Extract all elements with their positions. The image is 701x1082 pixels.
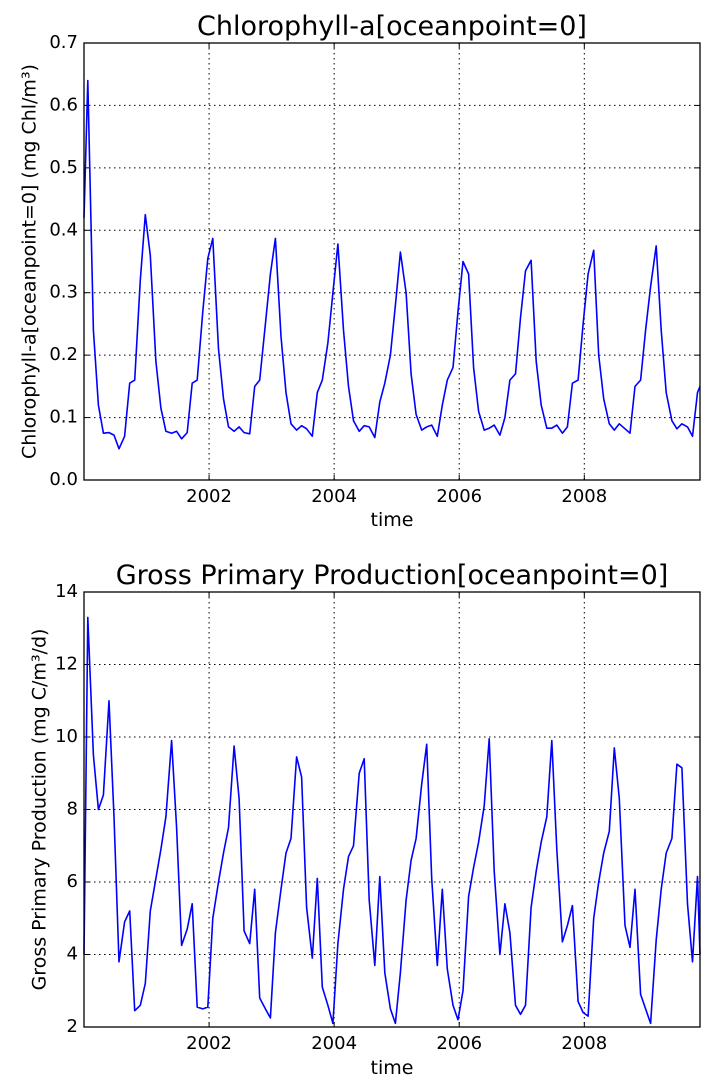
gpp-y-tick-label: 4	[67, 944, 78, 965]
gpp-plot-frame	[83, 591, 701, 1028]
chlorophyll-y-tick-label: 0.1	[49, 407, 78, 428]
gpp-data-line	[83, 616, 701, 1025]
gpp-y-tick-label: 6	[67, 871, 78, 892]
gpp-y-tick-label: 8	[67, 799, 78, 820]
gpp-ticks: 2 4 6 8 10 12 14 2002 2004 2006 2008	[55, 581, 700, 1054]
chlorophyll-chart-panel: Chlorophyll-a[oceanpoint=0] time Chlorop…	[19, 11, 701, 531]
gpp-x-tick-label: 2004	[311, 1033, 357, 1054]
chlorophyll-y-tick-label: 0.0	[49, 469, 78, 490]
gpp-x-tick-label: 2002	[186, 1033, 232, 1054]
gpp-y-axis-label: Gross Primary Production (mg C/m³/d)	[29, 629, 51, 991]
chlorophyll-y-tick-label: 0.5	[49, 157, 78, 178]
chlorophyll-x-tick-label: 2002	[186, 486, 232, 507]
gpp-y-tick-label: 12	[55, 654, 78, 675]
chlorophyll-x-tick-label: 2004	[311, 486, 357, 507]
gpp-y-tick-label: 2	[67, 1016, 78, 1037]
chlorophyll-y-axis-label: Chlorophyll-a[oceanpoint=0] (mg Chl/m³)	[19, 64, 41, 459]
chlorophyll-chart-title: Chlorophyll-a[oceanpoint=0]	[197, 11, 587, 42]
chlorophyll-y-tick-label: 0.7	[49, 32, 78, 53]
gpp-chart-title: Gross Primary Production[oceanpoint=0]	[116, 560, 669, 591]
gpp-y-tick-label: 10	[55, 726, 78, 747]
chlorophyll-data-line	[83, 79, 701, 450]
gpp-x-tick-label: 2006	[436, 1033, 482, 1054]
gpp-x-axis-label: time	[371, 1057, 414, 1079]
chlorophyll-plot-frame	[83, 42, 701, 481]
chlorophyll-y-tick-label: 0.2	[49, 344, 78, 365]
gpp-chart-panel: Gross Primary Production[oceanpoint=0] t…	[29, 560, 701, 1079]
chlorophyll-x-axis-label: time	[371, 509, 414, 531]
chlorophyll-x-tick-label: 2006	[436, 486, 482, 507]
chlorophyll-y-tick-label: 0.3	[49, 282, 78, 303]
gpp-grid	[84, 592, 700, 1027]
gpp-y-tick-label: 14	[55, 581, 78, 602]
chlorophyll-y-tick-label: 0.4	[49, 219, 78, 240]
gpp-x-tick-label: 2008	[561, 1033, 607, 1054]
chlorophyll-y-tick-label: 0.6	[49, 94, 78, 115]
chlorophyll-x-tick-label: 2008	[561, 486, 607, 507]
